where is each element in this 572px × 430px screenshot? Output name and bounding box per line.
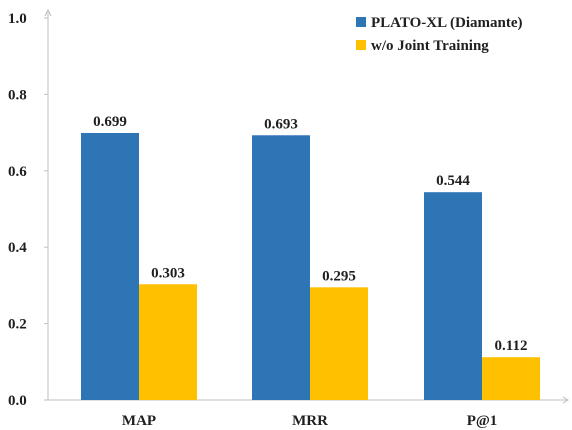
x-tick-label: MRR — [292, 413, 328, 429]
y-axis-ticks: 0.0 0.2 0.4 0.6 0.8 1.0 — [8, 11, 48, 409]
x-tick-label: MAP — [122, 413, 156, 429]
legend-swatch-0 — [356, 17, 366, 27]
bars — [81, 132, 540, 401]
legend-label-1: w/o Joint Training — [371, 38, 489, 54]
bar-wo-joint-training-1 — [310, 287, 368, 400]
data-label: 0.112 — [495, 338, 528, 354]
y-tick-label: 1.0 — [8, 11, 27, 27]
value-labels: 0.699 0.303 0.693 0.295 0.544 0.112 — [93, 114, 527, 354]
y-tick-label: 0.0 — [8, 393, 27, 409]
x-axis-arrow — [562, 396, 569, 404]
y-tick-label: 0.2 — [8, 317, 27, 333]
legend-swatch-1 — [356, 40, 366, 50]
bar-plato-xl-1 — [252, 135, 310, 401]
data-label: 0.544 — [436, 173, 470, 189]
x-tick-label: P@1 — [467, 413, 498, 429]
y-tick-label: 0.8 — [8, 87, 27, 103]
y-tick-label: 0.6 — [8, 164, 27, 180]
bar-plato-xl-2 — [424, 192, 482, 400]
bar-wo-joint-training-0 — [139, 284, 197, 400]
legend: PLATO-XL (Diamante) w/o Joint Training — [356, 15, 523, 54]
data-label: 0.699 — [93, 114, 127, 130]
bar-plato-xl-0 — [81, 132, 139, 400]
data-label: 0.295 — [322, 268, 356, 284]
data-label: 0.693 — [264, 116, 298, 132]
y-tick-label: 0.4 — [8, 240, 27, 256]
x-axis-labels: MAP MRR P@1 — [122, 413, 497, 429]
bar-wo-joint-training-2 — [482, 357, 540, 400]
y-axis-arrow — [44, 8, 52, 17]
legend-label-0: PLATO-XL (Diamante) — [371, 15, 523, 31]
data-label: 0.303 — [151, 265, 185, 281]
